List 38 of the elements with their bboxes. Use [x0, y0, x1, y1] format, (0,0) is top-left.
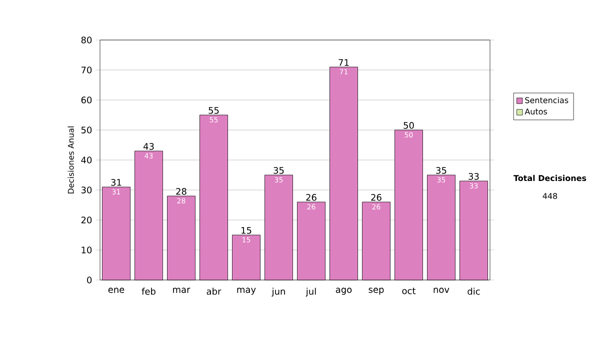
total-label: 50 [404, 122, 414, 129]
y-tick-label: 70 [81, 66, 92, 74]
x-tick-label: feb [142, 288, 156, 295]
x-tick-label: oct [402, 288, 416, 294]
x-tick-label: jul [306, 288, 316, 296]
total-label: 28 [176, 188, 186, 195]
total-label: 31 [111, 178, 122, 186]
x-tick-label: ago [336, 288, 352, 295]
legend-label: Sentencias [525, 97, 568, 104]
y-tick-label: 10 [82, 246, 92, 254]
text: 448 [542, 192, 558, 200]
x-tick-label: may [237, 288, 256, 295]
total-label: 15 [242, 227, 252, 234]
x-tick-label: ene [108, 288, 124, 293]
total-label: 55 [208, 107, 219, 114]
total-label: 33 [468, 172, 479, 180]
y-tick-label: 20 [81, 216, 92, 224]
x-tick-label: nov [434, 288, 450, 293]
x-tick-label: mar [173, 288, 190, 293]
x-tick-label: abr [206, 288, 222, 295]
y-tick-label: 0 [87, 276, 92, 284]
y-tick-label: 30 [81, 186, 92, 194]
y-tick-label: 60 [81, 96, 92, 104]
total-label: 26 [306, 194, 316, 201]
y-tick-label: 40 [81, 156, 92, 164]
y-tick-label: 50 [81, 126, 92, 134]
y-axis-title: Decisiones Anual [68, 126, 74, 194]
total-label: 43 [143, 142, 154, 150]
total-label: 71 [338, 59, 349, 66]
text: Total Decisiones [513, 174, 586, 182]
y-tick-label: 80 [81, 36, 92, 44]
x-tick-label: jun [272, 288, 285, 296]
total-label: 26 [371, 194, 382, 201]
x-tick-label: sep [368, 288, 384, 295]
total-label: 35 [274, 166, 284, 174]
total-label: 35 [436, 166, 446, 174]
x-tick-label: dic [468, 288, 480, 295]
legend-label: Autos [524, 108, 548, 115]
